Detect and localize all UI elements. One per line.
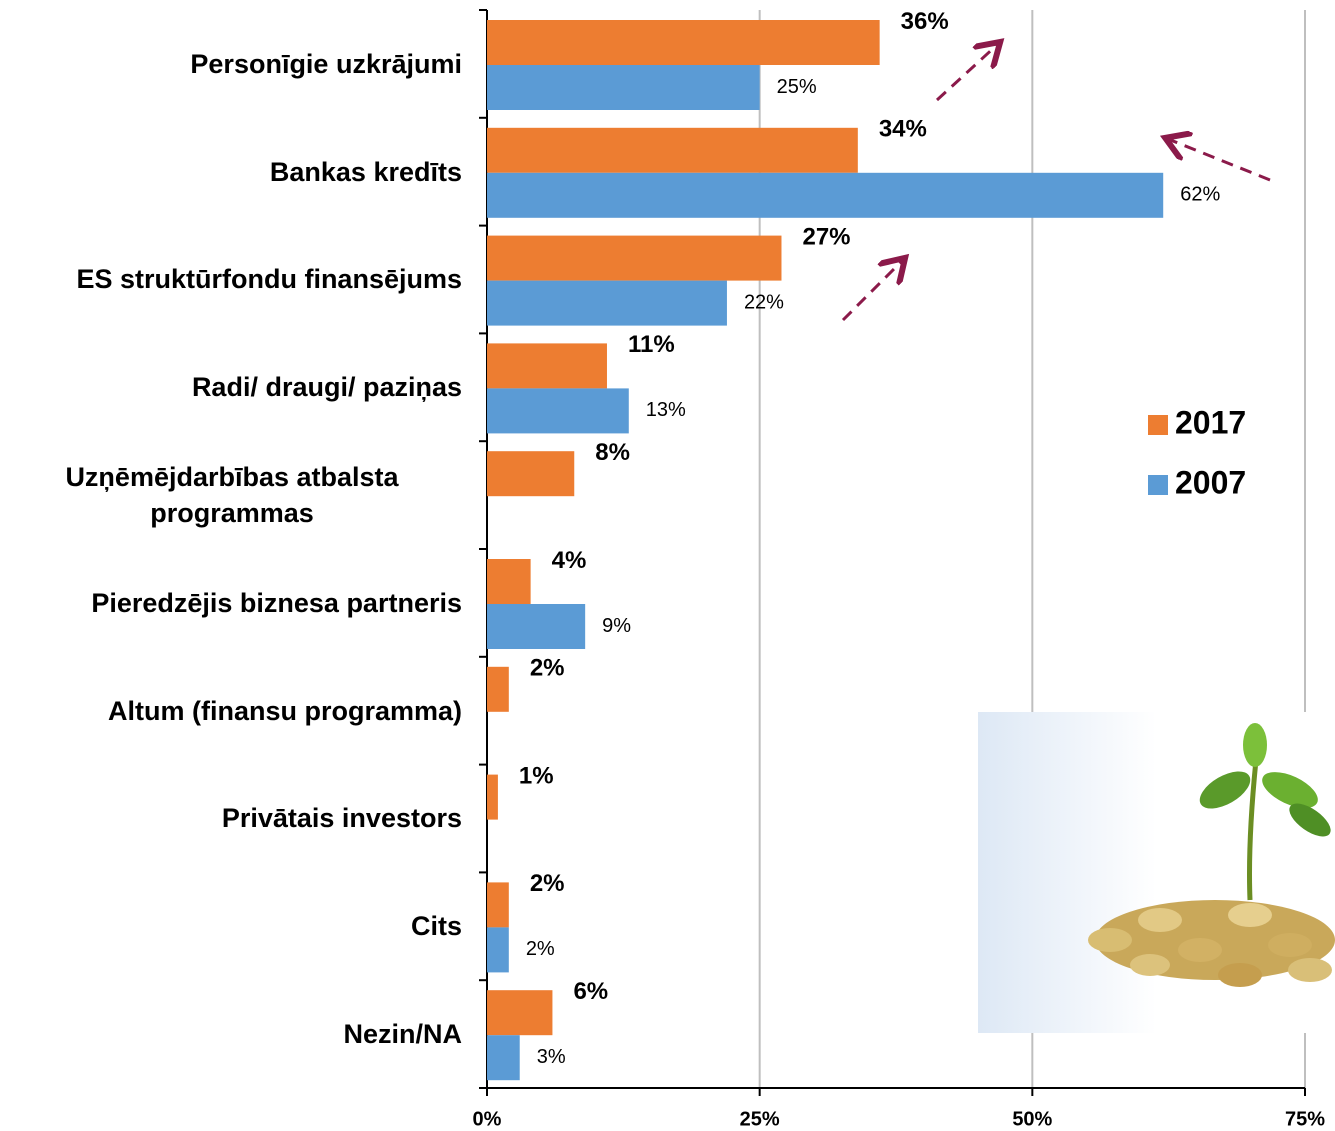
bar: [487, 882, 509, 927]
arrow: [843, 260, 903, 320]
category-text: Nezin/NA: [343, 1016, 462, 1052]
bar: [487, 927, 509, 972]
category-label: Privātais investors: [0, 765, 462, 873]
bar: [487, 281, 727, 326]
legend-swatch: [1148, 415, 1168, 435]
category-text: Pieredzējis biznesa partneris: [91, 585, 462, 621]
bar: [487, 559, 531, 604]
category-text: Altum (finansu programma): [108, 693, 462, 729]
category-text: Personīgie uzkrājumi: [190, 46, 462, 82]
bar: [487, 604, 585, 649]
value-label: 2%: [526, 938, 555, 960]
category-text: Radi/ draugi/ paziņas: [192, 369, 462, 405]
x-tick-label: 75%: [1285, 1108, 1325, 1130]
category-text: ES struktūrfondu finansējums: [76, 261, 462, 297]
value-label: 13%: [646, 399, 686, 421]
category-label: ES struktūrfondu finansējums: [0, 226, 462, 334]
value-label: 6%: [573, 978, 608, 1005]
category-text: Uzņēmējdarbības atbalsta programmas: [2, 459, 462, 531]
bar: [487, 65, 760, 110]
value-label: 1%: [519, 762, 554, 789]
value-label: 27%: [802, 223, 850, 250]
bar: [487, 775, 498, 820]
category-label: Cits: [0, 872, 462, 980]
category-label: Nezin/NA: [0, 980, 462, 1088]
bar: [487, 173, 1163, 218]
bar: [487, 128, 858, 173]
category-label: Bankas kredīts: [0, 118, 462, 226]
category-text: Cits: [411, 908, 462, 944]
bar: [487, 236, 781, 281]
bar: [487, 667, 509, 712]
x-tick-label: 0%: [473, 1108, 502, 1130]
bar: [487, 388, 629, 433]
category-label: Altum (finansu programma): [0, 657, 462, 765]
page: 0% 25% 50% 75% 36% 25% 34% 62% 27% 22% 11% 13% 8% 4% 9…: [0, 0, 1335, 1131]
x-tick-label: 25%: [740, 1108, 780, 1130]
bar: [487, 20, 880, 65]
value-label: 62%: [1180, 184, 1220, 206]
category-text: Bankas kredīts: [270, 154, 462, 190]
category-text: Privātais investors: [222, 800, 462, 836]
legend-swatch: [1148, 475, 1168, 495]
value-label: 25%: [777, 76, 817, 98]
value-label: 2%: [530, 655, 565, 682]
value-label: 36%: [901, 8, 949, 35]
legend-label: 2007: [1175, 464, 1246, 500]
value-label: 8%: [595, 439, 630, 466]
category-label: Uzņēmējdarbības atbalsta programmas: [0, 441, 462, 549]
bar: [487, 1035, 520, 1080]
bar: [487, 451, 574, 496]
category-label: Personīgie uzkrājumi: [0, 10, 462, 118]
bar: [487, 990, 552, 1035]
value-label: 34%: [879, 116, 927, 143]
arrow: [1168, 139, 1270, 180]
value-label: 11%: [628, 331, 675, 358]
value-label: 3%: [537, 1046, 566, 1068]
value-label: 2%: [530, 870, 565, 897]
value-label: 9%: [602, 615, 631, 637]
arrow: [937, 44, 998, 100]
category-label: Pieredzējis biznesa partneris: [0, 549, 462, 657]
x-tick-label: 50%: [1012, 1108, 1052, 1130]
value-label: 22%: [744, 291, 784, 313]
legend-label: 2017: [1175, 404, 1246, 440]
bar: [487, 343, 607, 388]
value-label: 4%: [552, 547, 587, 574]
coins-image: [978, 712, 1335, 1033]
category-label: Radi/ draugi/ paziņas: [0, 333, 462, 441]
